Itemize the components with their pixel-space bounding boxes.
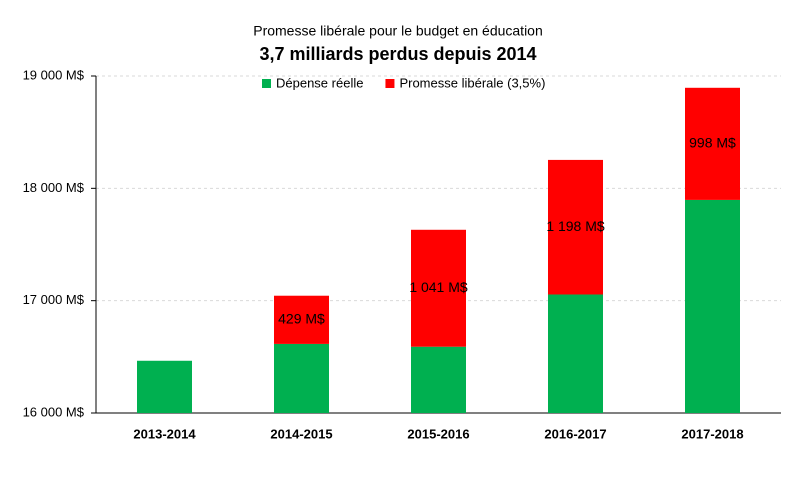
- legend-swatch: [262, 79, 271, 88]
- y-tick-label: 17 000 M$: [23, 292, 85, 307]
- bar: [274, 295, 329, 344]
- bar: [274, 343, 329, 413]
- data-label: 998 M$: [689, 135, 736, 151]
- x-tick-label: 2014-2015: [270, 426, 332, 441]
- data-label: 1 041 M$: [409, 279, 468, 295]
- x-tick-label: 2016-2017: [544, 426, 606, 441]
- data-label: 429 M$: [278, 311, 325, 327]
- legend-label: Promesse libérale (3,5%): [399, 75, 545, 90]
- chart-title: Promesse libérale pour le budget en éduc…: [253, 23, 543, 39]
- chart-subtitle: 3,7 milliards perdus depuis 2014: [259, 44, 536, 64]
- bar: [137, 360, 192, 413]
- x-tick-label: 2017-2018: [681, 426, 743, 441]
- bar: [548, 159, 603, 295]
- bar: [548, 294, 603, 413]
- y-tick-label: 18 000 M$: [23, 180, 85, 195]
- x-tick-label: 2013-2014: [133, 426, 196, 441]
- x-tick-label: 2015-2016: [407, 426, 469, 441]
- y-tick-label: 16 000 M$: [23, 404, 85, 419]
- bar: [411, 229, 466, 347]
- legend-swatch: [385, 79, 395, 88]
- bar: [685, 87, 740, 200]
- bar: [685, 199, 740, 413]
- bar: [411, 346, 466, 413]
- legend-label: Dépense réelle: [276, 75, 363, 90]
- data-label: 1 198 M$: [546, 218, 605, 234]
- y-tick-label: 19 000 M$: [23, 67, 85, 82]
